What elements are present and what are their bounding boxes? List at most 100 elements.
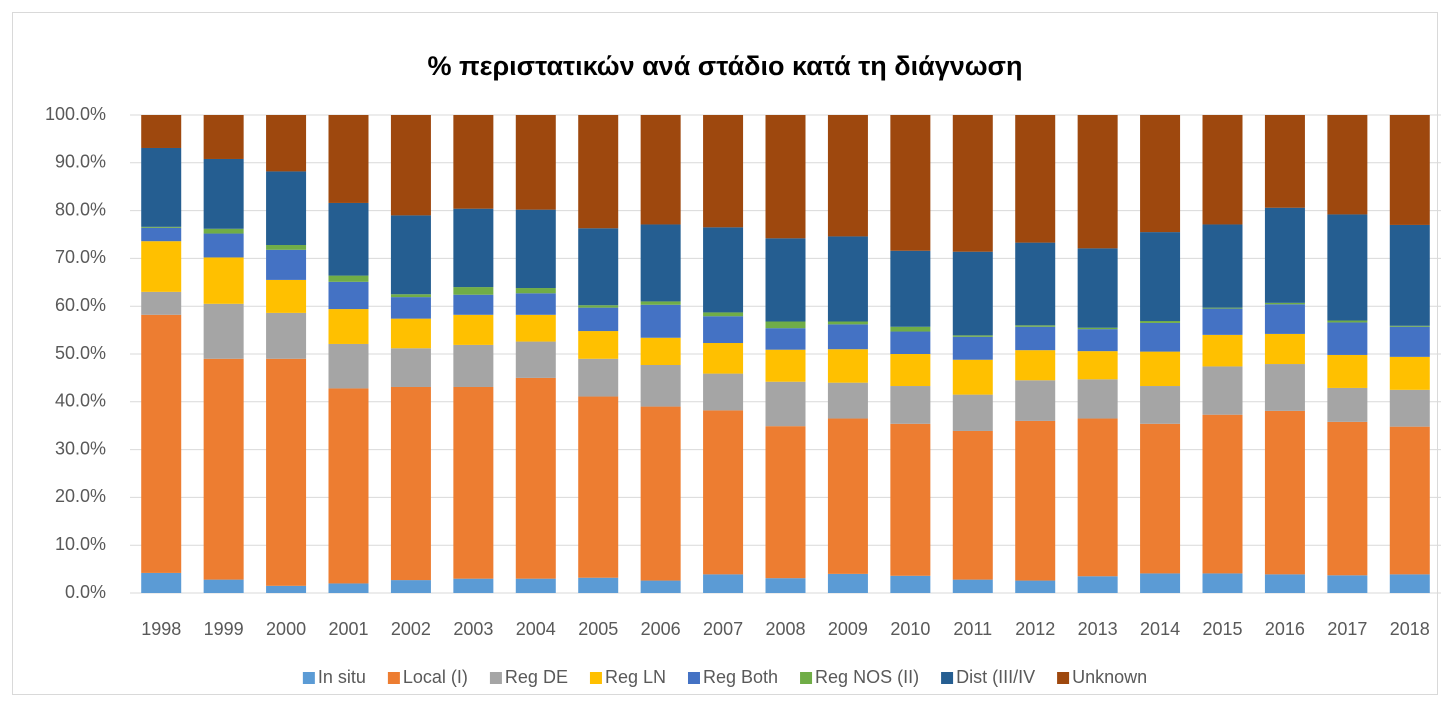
- bar-segment: [703, 574, 744, 593]
- bar-segment: [1264, 304, 1305, 334]
- bar-segment: [328, 281, 369, 310]
- bar-segment: [1327, 214, 1368, 321]
- legend-swatch: [1057, 672, 1070, 684]
- bar-segment: [1015, 420, 1056, 581]
- bar-segment: [203, 579, 244, 593]
- bar-segment: [1015, 350, 1056, 381]
- bar-segment: [1389, 574, 1430, 593]
- bar-segment: [578, 358, 619, 397]
- x-tick-label: 2015: [1202, 619, 1242, 639]
- legend-label: Dist (III/IV: [956, 667, 1035, 687]
- bar-segment: [703, 312, 744, 317]
- x-tick-label: 2012: [1015, 619, 1055, 639]
- bar-segment: [827, 321, 868, 325]
- bar-segment: [515, 293, 556, 315]
- x-tick-label: 2004: [516, 619, 556, 639]
- legend-label: Unknown: [1072, 667, 1147, 687]
- bar-segment: [578, 228, 619, 306]
- x-tick-label: 2017: [1327, 619, 1367, 639]
- bar-segment: [515, 209, 556, 289]
- bar-segment: [952, 579, 993, 593]
- bar-segment: [1327, 354, 1368, 388]
- bar-segment: [703, 316, 744, 344]
- bar-segment: [578, 115, 619, 229]
- bar-segment: [765, 328, 806, 350]
- bar-segment: [390, 318, 431, 349]
- legend-swatch: [589, 672, 602, 684]
- bar-segment: [1015, 580, 1056, 593]
- bar-segment: [703, 410, 744, 575]
- bar-segment: [827, 324, 868, 350]
- x-tick-label: 2018: [1390, 619, 1430, 639]
- bar-segment: [1077, 248, 1118, 328]
- bar-segment: [1389, 356, 1430, 390]
- bar-segment: [390, 386, 431, 581]
- y-tick-label: 90.0%: [55, 152, 106, 172]
- bar-segment: [1327, 322, 1368, 355]
- bar-segment: [203, 233, 244, 258]
- bar-segment: [890, 354, 931, 387]
- bar-segment: [328, 343, 369, 389]
- bar-segment: [1389, 115, 1430, 225]
- bar-segment: [266, 312, 307, 359]
- bar-segment: [1015, 326, 1056, 351]
- y-tick-label: 50.0%: [55, 343, 106, 363]
- bar-segment: [1202, 307, 1243, 309]
- bar-segment: [141, 226, 182, 228]
- bar-segment: [328, 115, 369, 203]
- x-tick-label: 2005: [578, 619, 618, 639]
- bar-segment: [1077, 576, 1118, 593]
- bar-segment: [203, 115, 244, 159]
- bar-segment: [952, 430, 993, 580]
- bar-segment: [890, 326, 931, 332]
- bar-segment: [1389, 325, 1430, 327]
- bar-segment: [1327, 387, 1368, 422]
- bar-segment: [952, 115, 993, 252]
- bar-segment: [765, 238, 806, 322]
- x-tick-label: 2006: [641, 619, 681, 639]
- bar-segment: [1389, 426, 1430, 575]
- x-tick-label: 2014: [1140, 619, 1180, 639]
- bar-segment: [1389, 224, 1430, 326]
- bar-segment: [890, 575, 931, 593]
- bar-segment: [1202, 334, 1243, 367]
- bar-segment: [1202, 308, 1243, 335]
- bar-segment: [453, 386, 494, 579]
- legend-label: Local (I): [403, 667, 468, 687]
- bar-segment: [640, 115, 681, 225]
- bar-segment: [1202, 366, 1243, 415]
- bar-segment: [640, 337, 681, 365]
- bar-segment: [203, 158, 244, 229]
- bar-segment: [390, 348, 431, 387]
- bar-segment: [141, 115, 182, 148]
- bar-segment: [890, 423, 931, 576]
- x-tick-label: 1999: [204, 619, 244, 639]
- bar-segment: [1077, 351, 1118, 380]
- bar-segment: [328, 583, 369, 593]
- bar-segment: [578, 396, 619, 578]
- bar-segment: [827, 349, 868, 383]
- bar-segment: [266, 115, 307, 172]
- y-tick-label: 20.0%: [55, 486, 106, 506]
- bar-segment: [141, 227, 182, 242]
- bar-segment: [890, 331, 931, 354]
- bar-segment: [952, 394, 993, 431]
- bar-segment: [328, 388, 369, 584]
- bar-segment: [515, 578, 556, 593]
- bar-segment: [765, 426, 806, 579]
- bar-segment: [515, 288, 556, 294]
- bar-segment: [1140, 351, 1181, 387]
- x-tick-label: 2016: [1265, 619, 1305, 639]
- bar-segment: [453, 314, 494, 345]
- bar-segment: [453, 294, 494, 315]
- bar-segment: [203, 358, 244, 580]
- x-tick-label: 2011: [953, 619, 992, 639]
- bar-segment: [328, 275, 369, 282]
- bar-segment: [453, 208, 494, 288]
- bar-segment: [1202, 414, 1243, 574]
- bar-segment: [1264, 364, 1305, 411]
- bar-segment: [141, 314, 182, 573]
- bar-segment: [1264, 410, 1305, 575]
- bar-segment: [328, 309, 369, 344]
